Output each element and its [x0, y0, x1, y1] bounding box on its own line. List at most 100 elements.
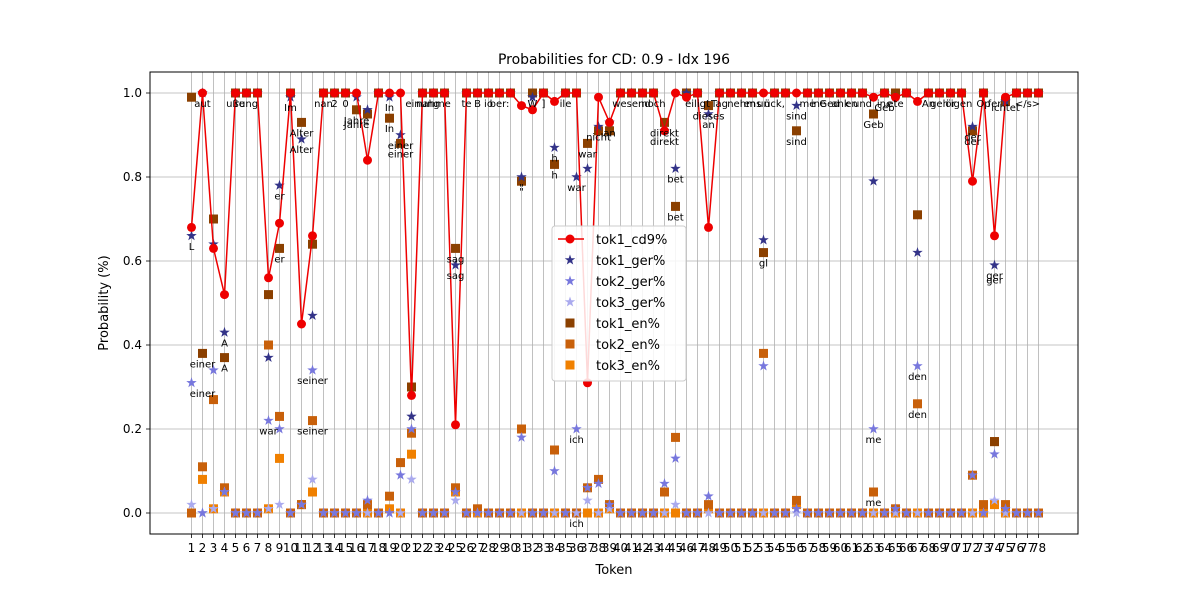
- point-annotation: nehm: [727, 99, 756, 110]
- data-point: [198, 348, 207, 358]
- x-tick-label: 45: [668, 541, 683, 555]
- y-tick-label: 0.0: [123, 506, 142, 520]
- data-point: [857, 507, 868, 518]
- x-tick-label: 31: [514, 541, 529, 555]
- point-annotation: ger: [986, 271, 1004, 282]
- x-tick-label: 26: [459, 541, 474, 555]
- data-point: [627, 88, 636, 98]
- data-point: [385, 491, 394, 501]
- point-annotation: seiner: [297, 376, 329, 387]
- point-annotation: Jahre: [343, 116, 369, 127]
- x-tick-label: 32: [525, 541, 540, 555]
- data-point: [362, 507, 373, 518]
- data-point: [660, 117, 669, 127]
- data-point: [978, 507, 989, 518]
- point-annotation: te: [461, 99, 471, 110]
- data-point: [813, 507, 824, 518]
- data-point: [352, 88, 361, 98]
- data-point: [726, 88, 735, 98]
- data-point: [1011, 507, 1022, 518]
- data-point: [231, 88, 240, 98]
- point-annotation: ens: [744, 99, 762, 110]
- x-tick-label: 22: [415, 541, 430, 555]
- x-tick-label: 2: [199, 541, 207, 555]
- x-tick-label: 73: [976, 541, 991, 555]
- data-point: [923, 507, 934, 518]
- data-point: [264, 290, 273, 300]
- data-point: [274, 499, 285, 510]
- point-annotation: 2: [331, 99, 337, 110]
- data-point: [451, 420, 460, 430]
- data-point: [990, 231, 999, 241]
- point-annotation: ete: [887, 99, 903, 110]
- x-tick-label: 38: [591, 541, 606, 555]
- x-tick-label: 6: [243, 541, 251, 555]
- point-annotation: Op: [976, 99, 990, 110]
- data-point: [748, 88, 757, 98]
- data-point: [252, 507, 263, 518]
- point-annotation: ger: [986, 275, 1004, 286]
- point-annotation: Geb: [874, 103, 894, 114]
- data-point: [682, 92, 691, 102]
- x-tick-label: 29: [492, 541, 507, 555]
- data-marks: [186, 87, 1044, 518]
- x-tick-label: 44: [657, 541, 672, 555]
- data-point: [549, 142, 560, 153]
- data-point: [318, 507, 329, 518]
- x-tick-label: 59: [822, 541, 837, 555]
- x-tick-label: 35: [558, 541, 573, 555]
- plot-frame: [149, 71, 1079, 535]
- point-annotation: einer: [388, 141, 414, 152]
- data-point: [308, 239, 317, 249]
- data-point: [274, 423, 285, 434]
- point-annotation: gl: [759, 259, 768, 270]
- x-tick-label: 50: [723, 541, 738, 555]
- data-point: [780, 507, 791, 518]
- data-point: [385, 88, 394, 98]
- data-point: [538, 507, 549, 518]
- x-tick-label: 46: [679, 541, 694, 555]
- data-point: [307, 364, 318, 375]
- data-point: [913, 399, 922, 409]
- point-annotation: fer: [988, 99, 1003, 110]
- data-point: [219, 486, 230, 497]
- y-tick-label: 0.4: [123, 338, 142, 352]
- data-point: [1001, 92, 1010, 102]
- data-point: [704, 101, 713, 111]
- x-tick-label: 49: [712, 541, 727, 555]
- data-point: [198, 462, 207, 472]
- data-point: [957, 88, 966, 98]
- x-tick-label: 72: [965, 541, 980, 555]
- data-point: [571, 171, 582, 182]
- point-annotation: me: [800, 99, 816, 110]
- data-point: [967, 507, 978, 518]
- data-point: [594, 126, 603, 136]
- data-point: [197, 507, 208, 518]
- data-point: [495, 88, 504, 98]
- data-point: [968, 126, 977, 136]
- x-tick-label: 71: [954, 541, 969, 555]
- data-point: [440, 88, 449, 98]
- data-point: [385, 113, 394, 123]
- point-annotation: ich: [569, 435, 584, 446]
- data-point: [198, 474, 207, 484]
- data-point: [187, 508, 196, 518]
- data-point: [439, 507, 450, 518]
- data-point: [934, 507, 945, 518]
- point-annotation: Tag: [710, 99, 728, 110]
- point-annotation: er: [274, 191, 285, 202]
- data-point: [671, 88, 680, 98]
- data-point: [363, 109, 372, 119]
- point-annotation: In: [385, 124, 394, 135]
- x-tick-label: 13: [316, 541, 331, 555]
- data-point: [473, 88, 482, 98]
- data-point: [901, 507, 912, 518]
- data-point: [297, 117, 306, 127]
- data-point: [715, 88, 724, 98]
- data-point: [626, 507, 637, 518]
- x-tick-label: 34: [547, 541, 562, 555]
- data-point: [407, 390, 416, 400]
- data-point: [890, 507, 901, 518]
- point-annotation: 0: [342, 99, 348, 110]
- data-point: [384, 507, 395, 518]
